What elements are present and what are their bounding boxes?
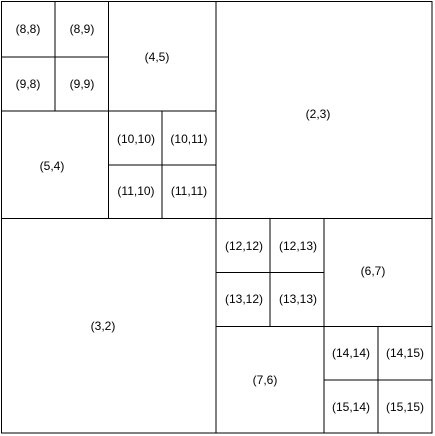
cell-label: (13,13) [279,292,317,306]
cell-label: (8,8) [16,22,41,36]
cell-label: (9,9) [70,77,95,91]
cell-label: (9,8) [16,77,41,91]
cell-label: (2,3) [306,107,331,121]
cell-label: (5,4) [40,159,65,173]
cell-label: (10,10) [117,132,155,146]
cell-label: (13,12) [225,292,263,306]
cell-label: (14,14) [332,346,370,360]
cell-label: (3,2) [91,319,116,333]
cell-label: (11,10) [117,184,154,198]
cell-label: (8,9) [70,22,95,36]
cell-label: (15,14) [332,400,370,414]
cell-label: (12,12) [225,239,263,253]
cell-box [377,379,433,434]
cell-label: (12,13) [279,239,317,253]
cell-label: (10,11) [170,132,207,146]
cell-label: (11,11) [171,184,207,198]
cell-label: (15,15) [386,400,424,414]
cell-label: (14,15) [386,346,424,360]
cell-label: (4,5) [145,50,170,64]
cell-label: (6,7) [361,264,386,278]
cell-label: (7,6) [253,373,278,387]
